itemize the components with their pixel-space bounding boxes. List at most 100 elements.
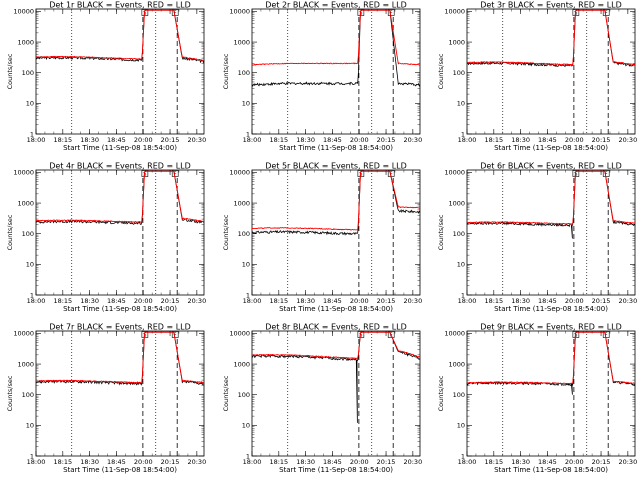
- x-tick-label: 20:30: [187, 458, 206, 466]
- x-tick-label: 18:15: [269, 297, 288, 305]
- plot-frame: [251, 8, 421, 135]
- y-tick-label: 1000: [448, 199, 465, 207]
- y-tick-label: 10000: [444, 169, 465, 177]
- flag-box: [387, 9, 395, 16]
- y-tick-label: 1: [246, 291, 250, 299]
- flag-label: S: [359, 172, 362, 178]
- y-axis-label: Counts/sec: [222, 375, 230, 411]
- x-tick-label: 20:00: [565, 458, 584, 466]
- x-tick-label: 18:30: [296, 136, 315, 144]
- flag-box: [602, 9, 610, 16]
- y-tick-label: 1: [30, 130, 34, 138]
- flag-label: F: [390, 11, 393, 17]
- x-tick-label: 20:00: [134, 297, 153, 305]
- x-tick-label: 18:00: [458, 458, 477, 466]
- series-lld-line: [36, 331, 205, 384]
- x-tick-label: 20:15: [592, 136, 611, 144]
- x-tick-label: 18:30: [80, 458, 99, 466]
- x-tick-label: 18:45: [323, 136, 342, 144]
- y-axis-label: Counts/sec: [437, 53, 445, 89]
- y-tick-label: 10: [26, 422, 34, 430]
- series-lld-line: [466, 170, 636, 225]
- x-tick-label: 18:15: [269, 136, 288, 144]
- x-tick-label: 20:30: [187, 136, 206, 144]
- x-tick-label: 20:15: [377, 136, 396, 144]
- y-tick-label: 100: [238, 391, 250, 399]
- plot-frame: [35, 8, 205, 135]
- panel-title: Det 9r BLACK = Events, RED = LLD: [480, 323, 622, 332]
- x-tick-label: 18:00: [27, 458, 46, 466]
- x-tick-label: 20:15: [161, 297, 180, 305]
- panel-3: Det 3r BLACK = Events, RED = LLD 1 10 100 10…: [437, 1, 637, 153]
- y-tick-label: 1: [246, 452, 250, 460]
- x-tick-label: 18:45: [538, 458, 557, 466]
- y-tick-label: 10000: [229, 8, 250, 16]
- y-tick-label: 100: [22, 391, 34, 399]
- panel-5: Det 5r BLACK = Events, RED = LLD 1 10 100 10…: [222, 162, 422, 314]
- flag-label: S: [143, 11, 146, 17]
- x-tick-label: 20:15: [377, 458, 396, 466]
- y-tick-label: 1: [30, 452, 34, 460]
- flag-label: F: [605, 11, 608, 17]
- x-tick-label: 18:30: [511, 458, 530, 466]
- x-tick-label: 20:00: [565, 136, 584, 144]
- x-tick-label: 18:00: [243, 297, 262, 305]
- x-tick-label: 18:30: [296, 297, 315, 305]
- y-tick-label: 10: [457, 261, 465, 269]
- y-tick-label: 1000: [233, 38, 250, 46]
- flag-label: F: [605, 172, 608, 178]
- x-tick-label: 20:30: [403, 297, 422, 305]
- panel-title: Det 2r BLACK = Events, RED = LLD: [265, 1, 407, 10]
- x-tick-label: 18:00: [27, 136, 46, 144]
- flag-label: F: [174, 11, 177, 17]
- x-tick-label: 18:15: [484, 297, 503, 305]
- flag-label: S: [143, 172, 146, 178]
- x-tick-label: 20:30: [403, 458, 422, 466]
- x-axis-label: Start Time (11-Sep-08 18:54:00): [494, 144, 608, 152]
- x-tick-label: 20:15: [592, 458, 611, 466]
- y-tick-label: 1: [461, 291, 465, 299]
- y-tick-label: 1000: [17, 38, 34, 46]
- x-tick-label: 20:30: [618, 136, 637, 144]
- x-tick-label: 18:45: [107, 297, 126, 305]
- x-tick-label: 20:15: [592, 297, 611, 305]
- x-tick-label: 18:15: [484, 458, 503, 466]
- y-axis-label: Counts/sec: [6, 375, 14, 411]
- plot-frame: [466, 330, 636, 457]
- x-axis-label: Start Time (11-Sep-08 18:54:00): [494, 305, 608, 313]
- panel-title: Det 3r BLACK = Events, RED = LLD: [480, 1, 622, 10]
- series-events-line: [251, 170, 421, 236]
- y-tick-label: 1: [30, 291, 34, 299]
- x-tick-label: 18:00: [243, 136, 262, 144]
- x-axis-label: Start Time (11-Sep-08 18:54:00): [279, 305, 393, 313]
- x-tick-label: 18:30: [511, 136, 530, 144]
- y-tick-label: 10: [26, 100, 34, 108]
- plot-frame: [466, 8, 636, 135]
- y-axis-label: Counts/sec: [6, 214, 14, 250]
- flag-label: S: [574, 333, 577, 339]
- x-tick-label: 18:30: [80, 297, 99, 305]
- panel-title: Det 7r BLACK = Events, RED = LLD: [49, 323, 191, 332]
- y-tick-label: 1000: [17, 360, 34, 368]
- flag-label: F: [605, 333, 608, 339]
- y-tick-label: 1000: [448, 360, 465, 368]
- y-tick-label: 10: [457, 422, 465, 430]
- y-tick-label: 10: [242, 261, 250, 269]
- series-lld-line: [251, 9, 421, 66]
- x-tick-label: 18:45: [107, 458, 126, 466]
- y-tick-label: 100: [453, 230, 465, 238]
- series-events-line: [466, 170, 636, 239]
- x-tick-label: 20:00: [134, 458, 153, 466]
- y-tick-label: 10000: [229, 169, 250, 177]
- panel-9: Det 9r BLACK = Events, RED = LLD 1 10 100 10…: [437, 323, 637, 475]
- x-tick-label: 18:45: [538, 297, 557, 305]
- x-tick-label: 20:00: [134, 136, 153, 144]
- flag-label: F: [174, 333, 177, 339]
- panel-title: Det 1r BLACK = Events, RED = LLD: [49, 1, 191, 10]
- y-tick-label: 10: [242, 422, 250, 430]
- x-tick-label: 20:15: [377, 297, 396, 305]
- y-tick-label: 100: [238, 69, 250, 77]
- x-axis-label: Start Time (11-Sep-08 18:54:00): [63, 466, 177, 474]
- flag-label: S: [574, 11, 577, 17]
